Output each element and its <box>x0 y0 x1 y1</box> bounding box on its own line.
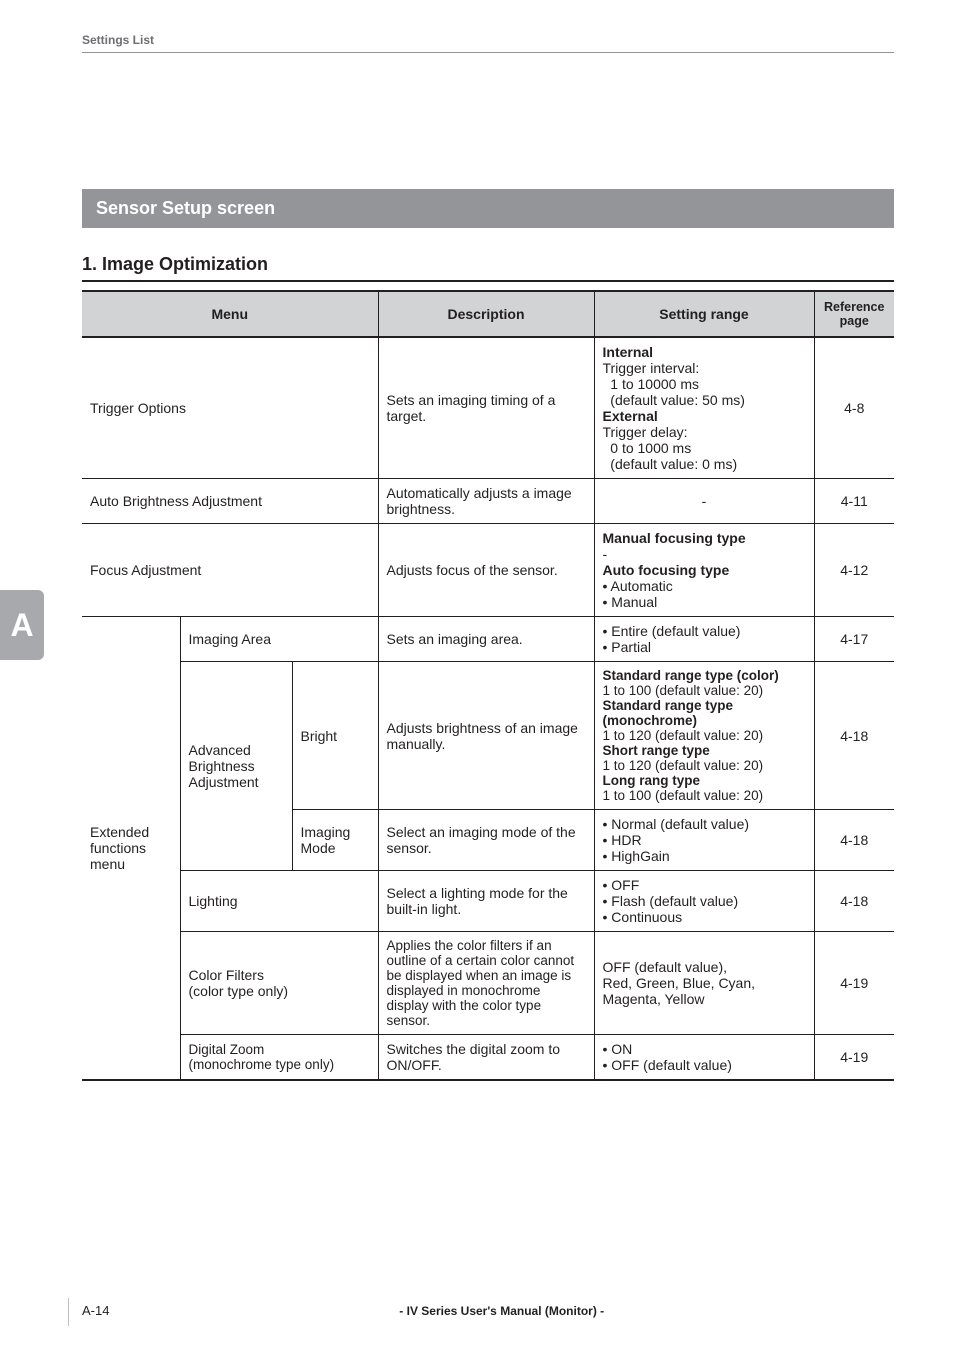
cell-sub-label: Imaging Mode <box>292 810 378 871</box>
cell-menu: Auto Brightness Adjustment <box>82 479 378 524</box>
page-number: A-14 <box>82 1303 109 1318</box>
cell-menu: Imaging Area <box>180 617 378 662</box>
table-row: Digital Zoom(monochrome type only) Switc… <box>82 1035 894 1081</box>
cell-ref: 4-12 <box>814 524 894 617</box>
cell-adv-label: Advanced Brightness Adjustment <box>180 662 292 871</box>
cell-setting: OFF (default value),Red, Green, Blue, Cy… <box>594 932 814 1035</box>
section-title: 1. Image Optimization <box>82 254 268 275</box>
settings-table: Menu Description Setting range Reference… <box>82 290 894 1081</box>
cell-setting: • ON• OFF (default value) <box>594 1035 814 1081</box>
cell-description: Sets an imaging timing of a target. <box>378 337 594 479</box>
cell-ref: 4-18 <box>814 871 894 932</box>
cell-setting: • Entire (default value)• Partial <box>594 617 814 662</box>
manual-title: - IV Series User's Manual (Monitor) - <box>109 1304 894 1318</box>
cell-setting: InternalTrigger interval: 1 to 10000 ms … <box>594 337 814 479</box>
table-row: Extended functions menu Imaging Area Set… <box>82 617 894 662</box>
cell-ref: 4-8 <box>814 337 894 479</box>
cell-description: Sets an imaging area. <box>378 617 594 662</box>
table-row: Advanced Brightness Adjustment Bright Ad… <box>82 662 894 810</box>
th-description: Description <box>378 291 594 337</box>
th-menu: Menu <box>82 291 378 337</box>
side-tab-badge: A <box>0 590 44 660</box>
cell-setting: Manual focusing type-Auto focusing type•… <box>594 524 814 617</box>
table-row: Auto Brightness Adjustment Automatically… <box>82 479 894 524</box>
table-row: Focus Adjustment Adjusts focus of the se… <box>82 524 894 617</box>
header-label: Settings List <box>82 33 154 47</box>
cell-menu: Lighting <box>180 871 378 932</box>
cell-description: Applies the color filters if an outline … <box>378 932 594 1035</box>
cell-ref: 4-19 <box>814 932 894 1035</box>
header-rule <box>82 52 894 53</box>
table-row: Color Filters(color type only) Applies t… <box>82 932 894 1035</box>
table-header-row: Menu Description Setting range Reference… <box>82 291 894 337</box>
cell-description: Select an imaging mode of the sensor. <box>378 810 594 871</box>
cell-ref: 4-18 <box>814 810 894 871</box>
cell-description: Select a lighting mode for the built-in … <box>378 871 594 932</box>
cell-ref: 4-18 <box>814 662 894 810</box>
cell-description: Adjusts brightness of an image manually. <box>378 662 594 810</box>
cell-menu: Trigger Options <box>82 337 378 479</box>
section-rule <box>82 280 894 282</box>
cell-ext-label: Extended functions menu <box>82 617 180 1081</box>
cell-description: Adjusts focus of the sensor. <box>378 524 594 617</box>
cell-setting: - <box>594 479 814 524</box>
cell-ref: 4-17 <box>814 617 894 662</box>
table-row: Trigger Options Sets an imaging timing o… <box>82 337 894 479</box>
cell-description: Automatically adjusts a image brightness… <box>378 479 594 524</box>
th-reference-page: Reference page <box>814 291 894 337</box>
cell-setting: • OFF• Flash (default value)• Continuous <box>594 871 814 932</box>
cell-ref: 4-11 <box>814 479 894 524</box>
cell-menu: Digital Zoom(monochrome type only) <box>180 1035 378 1081</box>
cell-setting: Standard range type (color)1 to 100 (def… <box>594 662 814 810</box>
cell-description: Switches the digital zoom to ON/OFF. <box>378 1035 594 1081</box>
footer-divider <box>68 1298 69 1326</box>
footer: A-14 - IV Series User's Manual (Monitor)… <box>82 1303 894 1318</box>
cell-menu: Focus Adjustment <box>82 524 378 617</box>
sensor-setup-bar: Sensor Setup screen <box>82 189 894 228</box>
cell-sub-label: Bright <box>292 662 378 810</box>
th-setting-range: Setting range <box>594 291 814 337</box>
table-row: Lighting Select a lighting mode for the … <box>82 871 894 932</box>
cell-menu: Color Filters(color type only) <box>180 932 378 1035</box>
cell-setting: • Normal (default value)• HDR• HighGain <box>594 810 814 871</box>
cell-ref: 4-19 <box>814 1035 894 1081</box>
